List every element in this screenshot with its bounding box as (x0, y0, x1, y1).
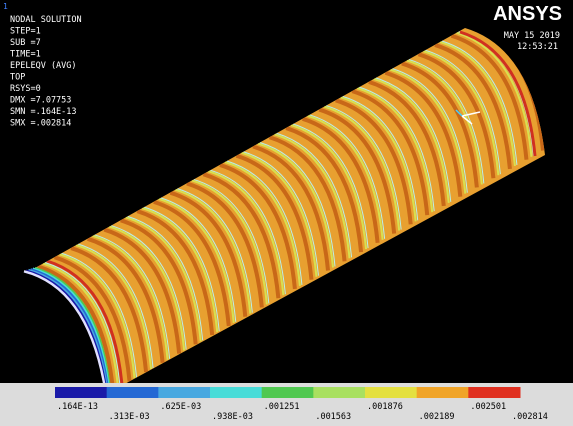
header-line: TOP (10, 73, 25, 83)
header-line: EPELEQV (AVG) (10, 61, 77, 71)
legend-label: .001563 (315, 412, 351, 422)
legend-label: .625E-03 (160, 402, 201, 412)
legend-label: .002814 (512, 412, 548, 422)
legend-swatch (262, 387, 314, 398)
window-number: 1 (3, 2, 8, 11)
ansys-viewport: 1 NODAL SOLUTION STEP=1SUB =7 TIME=1EPELEQ… (0, 0, 573, 426)
header-line: STEP=1 (10, 27, 41, 37)
legend-swatch (365, 387, 417, 398)
legend-label: .313E-03 (109, 412, 150, 422)
page: 1 NODAL SOLUTION STEP=1SUB =7 TIME=1EPELEQ… (0, 0, 573, 426)
header-line: SMN =.164E-13 (10, 107, 77, 117)
date: MAY 15 2019 (504, 31, 560, 41)
header-line: NODAL SOLUTION (10, 15, 82, 25)
legend-swatch (55, 387, 107, 398)
legend-label: .002189 (419, 412, 455, 422)
legend-swatch (210, 387, 262, 398)
legend-label: .001251 (264, 402, 300, 412)
legend-swatch (468, 387, 520, 398)
legend-label: .164E-13 (57, 402, 98, 412)
legend-label: .938E-03 (212, 412, 253, 422)
header-line: TIME=1 (10, 50, 41, 60)
ansys-logo: ANSYS (493, 3, 562, 25)
header-line: RSYS=0 (10, 84, 41, 94)
legend-swatch (417, 387, 469, 398)
legend-swatch (107, 387, 159, 398)
header-line: SMX =.002814 (10, 119, 71, 129)
legend-swatch (158, 387, 210, 398)
header-line: DMX =7.07753 (10, 96, 71, 106)
legend-label: .001876 (367, 402, 403, 412)
legend-swatch (313, 387, 365, 398)
legend-label: .002501 (470, 402, 506, 412)
time: 12:53:21 (517, 42, 558, 52)
header-line: SUB =7 (10, 38, 41, 48)
